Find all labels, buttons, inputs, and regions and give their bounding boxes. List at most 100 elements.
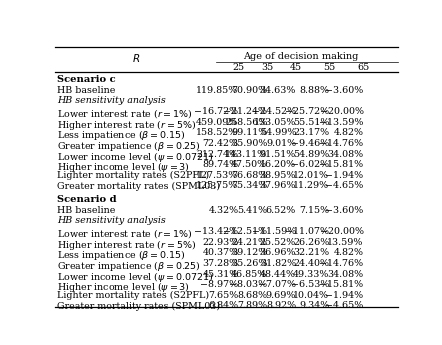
Text: 91.51%: 91.51% xyxy=(260,149,296,158)
Text: −15.81%: −15.81% xyxy=(320,280,364,289)
Text: 9.34%: 9.34% xyxy=(299,302,329,310)
Text: −24.52%: −24.52% xyxy=(252,107,296,116)
Text: −8.03%: −8.03% xyxy=(229,280,267,289)
Text: 75.34%: 75.34% xyxy=(231,181,267,190)
Text: 34.08%: 34.08% xyxy=(328,269,364,279)
Text: −20.00%: −20.00% xyxy=(320,107,364,116)
Text: 47.50%: 47.50% xyxy=(231,160,267,169)
Text: 25: 25 xyxy=(232,63,244,72)
Text: 9.69%: 9.69% xyxy=(266,291,296,300)
Text: HB sensitivity analysis: HB sensitivity analysis xyxy=(57,216,166,226)
Text: 459.09%: 459.09% xyxy=(196,118,239,127)
Text: 55: 55 xyxy=(323,63,335,72)
Text: 40.37%: 40.37% xyxy=(202,248,239,257)
Text: 37.96%: 37.96% xyxy=(260,181,296,190)
Text: 119.85%: 119.85% xyxy=(196,86,239,95)
Text: 39.12%: 39.12% xyxy=(231,248,267,257)
Text: 35.90%: 35.90% xyxy=(231,139,267,148)
Text: 24.40%: 24.40% xyxy=(293,259,329,268)
Text: −7.07%: −7.07% xyxy=(258,280,296,289)
Text: 46.85%: 46.85% xyxy=(231,269,267,279)
Text: 45.31%: 45.31% xyxy=(202,269,239,279)
Text: 212.74%: 212.74% xyxy=(197,149,239,158)
Text: −21.24%: −21.24% xyxy=(223,107,267,116)
Text: Greater impatience ($\beta = 0.25$): Greater impatience ($\beta = 0.25$) xyxy=(57,259,201,273)
Text: Greater impatience ($\beta = 0.25$): Greater impatience ($\beta = 0.25$) xyxy=(57,139,201,153)
Text: −3.60%: −3.60% xyxy=(325,86,364,95)
Text: Less impatience ($\beta = 0.15$): Less impatience ($\beta = 0.15$) xyxy=(57,248,186,262)
Text: 16.20%: 16.20% xyxy=(260,160,296,169)
Text: 8.88%: 8.88% xyxy=(299,86,329,95)
Text: 26.26%: 26.26% xyxy=(293,238,329,247)
Text: 133.05%: 133.05% xyxy=(254,118,296,127)
Text: 125.75%: 125.75% xyxy=(196,181,239,190)
Text: −6.02%: −6.02% xyxy=(291,160,329,169)
Text: −11.07%: −11.07% xyxy=(285,227,329,236)
Text: 10.04%: 10.04% xyxy=(293,291,329,300)
Text: 13.59%: 13.59% xyxy=(327,238,364,247)
Text: 49.33%: 49.33% xyxy=(293,269,329,279)
Text: Higher income level ($\psi = 3$): Higher income level ($\psi = 3$) xyxy=(57,160,190,174)
Text: Lower interest rate ($r = 1\%$): Lower interest rate ($r = 1\%$) xyxy=(57,227,193,240)
Text: 45: 45 xyxy=(290,63,302,72)
Text: Age of decision making: Age of decision making xyxy=(244,52,359,61)
Text: HB baseline: HB baseline xyxy=(57,206,115,215)
Text: 25.52%: 25.52% xyxy=(260,238,296,247)
Text: 7.89%: 7.89% xyxy=(237,302,267,310)
Text: 143.11%: 143.11% xyxy=(225,149,267,158)
Text: 48.44%: 48.44% xyxy=(260,269,296,279)
Text: 35: 35 xyxy=(261,63,274,72)
Text: 35.26%: 35.26% xyxy=(231,259,267,268)
Text: −16.72%: −16.72% xyxy=(194,107,239,116)
Text: HB baseline: HB baseline xyxy=(57,86,115,95)
Text: 258.56%: 258.56% xyxy=(225,118,267,127)
Text: 37.28%: 37.28% xyxy=(202,259,239,268)
Text: 38.95%: 38.95% xyxy=(260,171,296,180)
Text: Lower income level ($\psi = 0.0721$): Lower income level ($\psi = 0.0721$) xyxy=(57,269,214,284)
Text: −11.59%: −11.59% xyxy=(252,227,296,236)
Text: 8.92%: 8.92% xyxy=(266,302,296,310)
Text: Less impatience ($\beta = 0.15$): Less impatience ($\beta = 0.15$) xyxy=(57,128,186,142)
Text: Higher interest rate ($r = 5\%$): Higher interest rate ($r = 5\%$) xyxy=(57,238,196,252)
Text: HB sensitivity analysis: HB sensitivity analysis xyxy=(57,96,166,105)
Text: 9.01%: 9.01% xyxy=(266,139,296,148)
Text: $R$: $R$ xyxy=(132,52,140,64)
Text: 7.65%: 7.65% xyxy=(208,291,239,300)
Text: −8.97%: −8.97% xyxy=(200,280,239,289)
Text: −9.46%: −9.46% xyxy=(291,139,329,148)
Text: Higher income level ($\psi = 3$): Higher income level ($\psi = 3$) xyxy=(57,280,190,294)
Text: 22.93%: 22.93% xyxy=(202,238,239,247)
Text: 34.08%: 34.08% xyxy=(328,149,364,158)
Text: −3.60%: −3.60% xyxy=(325,206,364,215)
Text: 4.82%: 4.82% xyxy=(334,248,364,257)
Text: Scenario c: Scenario c xyxy=(57,75,116,84)
Text: 32.21%: 32.21% xyxy=(293,248,329,257)
Text: Lower interest rate ($r = 1\%$): Lower interest rate ($r = 1\%$) xyxy=(57,107,193,120)
Text: 36.96%: 36.96% xyxy=(259,248,296,257)
Text: Greater mortality rates (SPML03): Greater mortality rates (SPML03) xyxy=(57,181,220,190)
Text: Higher interest rate ($r = 5\%$): Higher interest rate ($r = 5\%$) xyxy=(57,118,196,132)
Text: 4.82%: 4.82% xyxy=(334,128,364,137)
Text: 24.21%: 24.21% xyxy=(231,238,267,247)
Text: 5.41%: 5.41% xyxy=(237,206,267,215)
Text: −12.51%: −12.51% xyxy=(223,227,267,236)
Text: 76.68%: 76.68% xyxy=(231,171,267,180)
Text: 7.15%: 7.15% xyxy=(299,206,329,215)
Text: 6.52%: 6.52% xyxy=(266,206,296,215)
Text: −13.59%: −13.59% xyxy=(319,118,364,127)
Text: Scenario d: Scenario d xyxy=(57,195,117,204)
Text: −13.42%: −13.42% xyxy=(194,227,239,236)
Text: 99.11%: 99.11% xyxy=(231,128,267,137)
Text: −25.72%: −25.72% xyxy=(285,107,329,116)
Text: 4.32%: 4.32% xyxy=(208,206,239,215)
Text: 23.17%: 23.17% xyxy=(293,128,329,137)
Text: Lighter mortality rates (S2PFL): Lighter mortality rates (S2PFL) xyxy=(57,291,209,300)
Text: −20.00%: −20.00% xyxy=(320,227,364,236)
Text: 34.63%: 34.63% xyxy=(260,86,296,95)
Text: 70.90%: 70.90% xyxy=(231,86,267,95)
Text: 65: 65 xyxy=(358,63,370,72)
Text: 55.51%: 55.51% xyxy=(293,118,329,127)
Text: 11.29%: 11.29% xyxy=(293,181,329,190)
Text: −6.53%: −6.53% xyxy=(291,280,329,289)
Text: −15.81%: −15.81% xyxy=(320,160,364,169)
